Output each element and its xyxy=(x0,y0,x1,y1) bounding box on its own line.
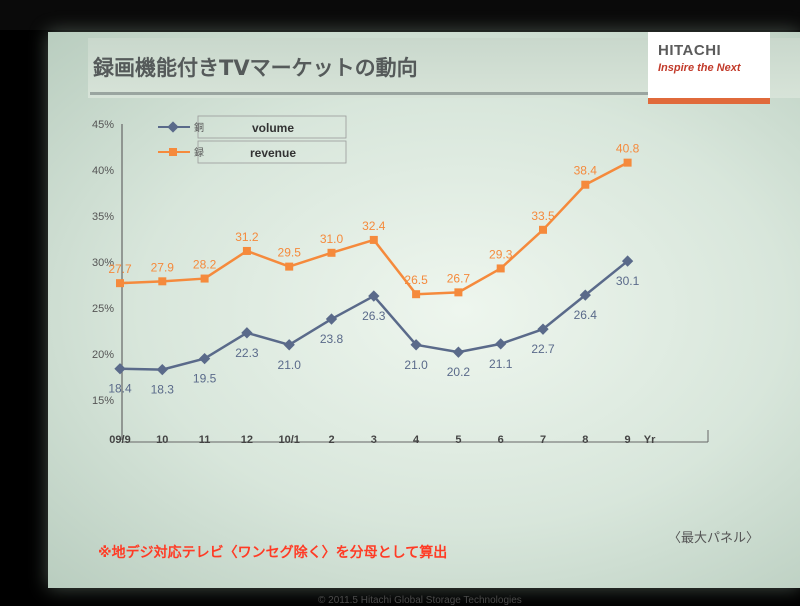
data-point-volume xyxy=(368,290,380,302)
data-label-volume: 30.1 xyxy=(616,274,640,288)
data-point-revenue xyxy=(116,279,124,288)
x-tick-label: 5 xyxy=(455,434,461,446)
data-point-revenue xyxy=(327,248,336,257)
data-label-volume: 26.3 xyxy=(362,309,386,323)
data-label-revenue: 26.7 xyxy=(447,271,471,285)
legend-prefix: 録 xyxy=(194,146,204,159)
data-label-revenue: 32.4 xyxy=(362,219,386,233)
x-tick-label: 6 xyxy=(498,434,504,446)
data-point-volume xyxy=(621,255,634,267)
data-label-volume: 23.8 xyxy=(320,332,344,346)
x-tick-label: 10 xyxy=(156,434,168,446)
data-label-volume: 18.4 xyxy=(108,382,132,396)
room-wall xyxy=(0,0,800,30)
slide: 録画機能付きTVマーケットの動向 HITACHI Inspire the Nex… xyxy=(48,32,800,606)
x-tick-label: 8 xyxy=(582,434,588,446)
legend-box xyxy=(197,140,347,164)
x-tick-label: 3 xyxy=(371,434,377,446)
data-label-volume: 21.0 xyxy=(404,358,428,372)
data-point-volume xyxy=(325,313,338,325)
data-label-volume: 19.5 xyxy=(193,372,217,386)
data-point-revenue xyxy=(242,246,251,255)
data-label-volume: 21.0 xyxy=(278,358,302,372)
data-point-volume xyxy=(156,363,168,376)
panel-note: 〈最大パネル〉 xyxy=(668,531,760,546)
data-label-revenue: 31.2 xyxy=(235,230,259,244)
data-point-revenue xyxy=(412,290,421,299)
data-label-volume: 18.3 xyxy=(151,383,175,397)
title-rule xyxy=(90,92,648,95)
y-tick-label: 20% xyxy=(92,349,114,361)
x-unit-label: Yr xyxy=(644,434,656,446)
data-point-volume xyxy=(198,352,211,365)
data-point-volume xyxy=(114,363,126,375)
data-label-revenue: 29.5 xyxy=(278,246,302,260)
data-point-volume xyxy=(579,289,591,301)
y-tick-label: 35% xyxy=(92,211,114,223)
data-point-revenue xyxy=(539,225,547,234)
x-tick-label: 10/1 xyxy=(278,434,299,446)
data-point-volume xyxy=(452,346,465,358)
data-label-revenue: 38.4 xyxy=(574,164,598,178)
data-point-revenue xyxy=(454,288,463,297)
data-point-volume xyxy=(537,323,549,335)
y-tick-label: 45% xyxy=(92,119,114,131)
legend-prefix: 銅 xyxy=(194,121,204,134)
data-label-revenue: 31.0 xyxy=(320,232,344,246)
y-tick-label: 40% xyxy=(92,165,114,177)
legend-marker-volume xyxy=(167,121,179,133)
x-tick-label: 9 xyxy=(625,434,631,446)
data-point-volume xyxy=(241,327,253,339)
legend-marker-revenue xyxy=(169,148,177,156)
data-point-revenue xyxy=(581,180,590,189)
x-tick-label: 7 xyxy=(540,434,546,446)
slide-title: 録画機能付きTVマーケットの動向 xyxy=(93,56,418,80)
data-label-revenue: 27.9 xyxy=(151,260,175,274)
data-point-revenue xyxy=(158,277,167,286)
logo-tagline: Inspire the Next xyxy=(658,62,741,74)
data-label-revenue: 33.5 xyxy=(531,209,555,223)
y-tick-label: 15% xyxy=(92,395,114,407)
y-tick-label: 25% xyxy=(92,303,114,315)
line-chart: 15% 20% 25% 30% 35% 40% 45% 09/9 10 11 12 10/1 2 3 4 5 6… xyxy=(92,115,709,446)
data-label-volume: 22.3 xyxy=(235,346,259,360)
x-tick-label: 11 xyxy=(199,434,211,446)
data-label-revenue: 29.3 xyxy=(489,247,513,261)
legend-label-volume: volume xyxy=(252,121,294,135)
data-label-volume: 20.2 xyxy=(447,365,471,379)
legend-label-revenue: revenue xyxy=(250,146,296,160)
data-point-volume xyxy=(283,339,295,351)
data-label-volume: 26.4 xyxy=(574,308,598,322)
data-point-volume xyxy=(410,339,422,351)
x-tick-label: 2 xyxy=(328,434,334,446)
x-tick-label: 4 xyxy=(413,434,420,446)
data-point-revenue xyxy=(285,262,294,271)
data-point-volume xyxy=(495,338,507,350)
y-tick-label: 30% xyxy=(92,257,114,269)
data-point-revenue xyxy=(200,274,209,283)
data-label-revenue: 40.8 xyxy=(616,142,640,156)
logo-main-text: HITACHI xyxy=(658,42,722,59)
footnote: ※地デジ対応テレビ〈ワンセグ除く〉を分母として算出 xyxy=(98,545,448,561)
data-label-revenue: 28.2 xyxy=(193,258,217,272)
data-label-revenue: 27.7 xyxy=(108,262,132,276)
logo-accent-bar xyxy=(648,98,770,104)
x-tick-label: 09/9 xyxy=(109,434,130,446)
x-tick-label: 12 xyxy=(241,434,253,446)
data-label-volume: 21.1 xyxy=(489,357,513,371)
data-point-revenue xyxy=(369,235,378,244)
copyright: © 2011.5 Hitachi Global Storage Technolo… xyxy=(318,595,522,606)
data-label-revenue: 26.5 xyxy=(404,273,428,287)
legend-box xyxy=(197,115,347,139)
data-point-revenue xyxy=(623,158,632,167)
data-point-revenue xyxy=(496,264,505,273)
data-label-volume: 22.7 xyxy=(531,342,555,356)
hitachi-logo: HITACHI Inspire the Next xyxy=(648,32,770,104)
